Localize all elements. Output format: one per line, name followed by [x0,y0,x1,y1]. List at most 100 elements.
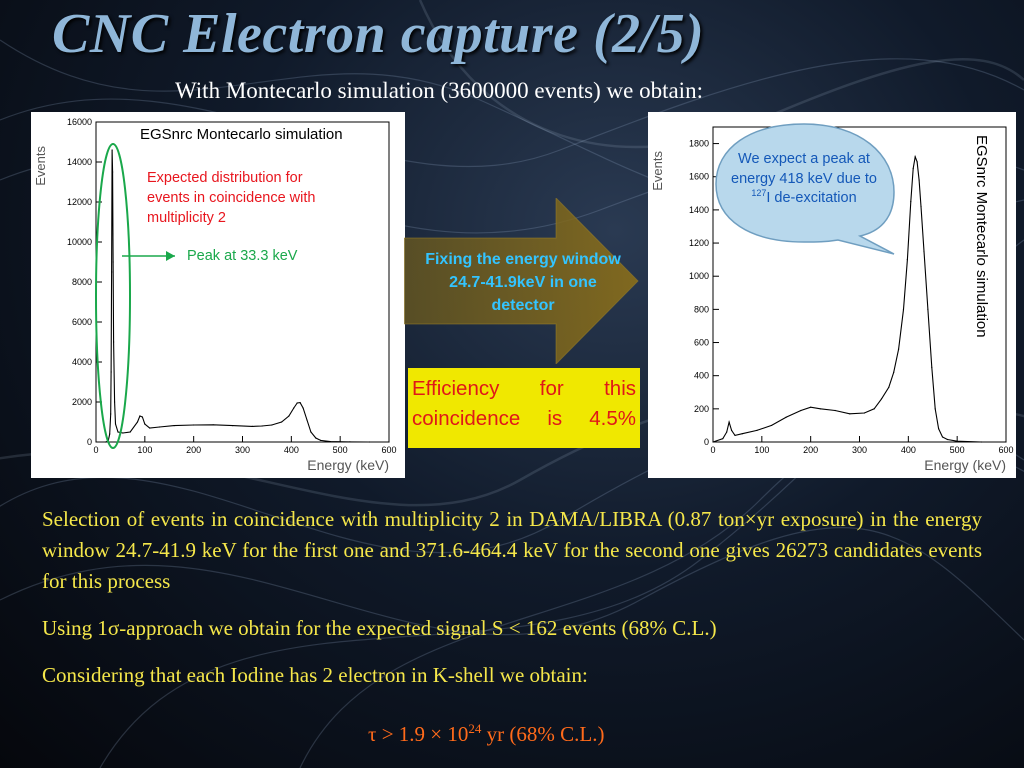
histogram-point [931,366,933,368]
histogram-point [173,425,175,427]
histogram-point [923,250,925,252]
histogram-point [329,441,331,443]
histogram-point [980,441,983,443]
histogram-point [112,341,115,343]
histogram-point [129,431,131,433]
x-tick-label: 400 [284,445,299,455]
histogram-point [941,436,944,438]
histogram-point [785,416,787,418]
histogram-point [880,398,883,400]
histogram-point [800,409,802,412]
histogram-point [139,415,141,417]
histogram-point [280,421,283,423]
x-tick-label: 600 [998,445,1013,455]
y-tick-label: 6000 [72,317,92,327]
paragraph-signal: Using 1σ-approach we obtain for the expe… [42,616,717,640]
histogram-point [315,437,317,439]
histogram-point [296,402,298,404]
histogram-point [368,441,371,443]
histogram-point [819,408,822,410]
x-tick-label: 0 [93,445,98,455]
histogram-point [734,434,736,436]
y-tick-label: 0 [87,437,92,447]
histogram-point [112,261,114,263]
histogram-point [810,406,812,408]
histogram-point [912,167,914,170]
histogram-point [288,415,290,417]
y-axis-label: Events [650,151,665,191]
histogram-point [141,416,143,418]
x-tick-label: 200 [186,445,201,455]
histogram-point [261,425,263,427]
histogram-point [111,149,113,151]
big-arrow [404,198,639,364]
callout-text: We expect a peak at energy 418 keV due t… [731,151,877,206]
histogram-point [114,423,117,425]
x-tick-label: 500 [333,445,348,455]
y-tick-label: 1200 [689,238,709,248]
histogram-point [946,438,948,441]
histogram-series-line [105,149,389,443]
energy-window-text: Fixing the energy window 24.7-41.9keV in… [425,251,621,314]
peak-highlight-ellipse [95,143,131,449]
efficiency-line-1: Efficiency for this [412,377,636,400]
x-tick-label: 600 [381,445,396,455]
efficiency-line-2: coincidence is 4.5% [412,407,636,430]
y-tick-label: 2000 [72,397,92,407]
histogram-point [902,308,905,310]
histogram-point [105,441,107,443]
y-tick-label: 10000 [67,237,92,247]
histogram-point [109,433,111,435]
histogram-point [914,156,916,158]
x-axis-label: Energy (keV) [924,457,1006,473]
y-tick-label: 600 [694,338,709,348]
histogram-point [271,424,273,426]
histogram-point [310,431,312,433]
lifetime-formula: τ > 1.9 × 1024 yr (68% C.L.) [368,721,605,746]
y-tick-label: 1400 [689,205,709,215]
slide-title: CNC Electron capture (2/5) [52,3,705,65]
histogram-point [1005,441,1007,443]
histogram-point [149,427,151,429]
histogram-point [938,428,940,430]
x-tick-label: 100 [754,445,769,455]
histogram-point [918,179,920,181]
slide-subtitle: With Montecarlo simulation (3600000 even… [175,78,703,103]
histogram-point [306,419,308,421]
histogram-point [111,271,113,273]
histogram-point [910,201,912,203]
efficiency-box: Efficiency for this coincidence is 4.5% [408,368,640,448]
y-tick-label: 4000 [72,357,92,367]
x-tick-label: 300 [852,445,867,455]
y-tick-label: 1800 [689,139,709,149]
histogram-point [756,429,758,431]
histogram-point [888,386,890,388]
histogram-point [136,421,139,423]
histogram-point [741,433,743,435]
histogram-point [771,424,773,427]
histogram-point [956,440,958,442]
histogram-point [320,439,322,441]
expected-distribution-note: Expected distribution for events in coin… [147,170,316,226]
histogram-point [897,348,900,350]
histogram-point [117,431,119,433]
left-sim-label: EGSnrc Montecarlo simulation [140,126,343,143]
histogram-point [144,423,146,425]
histogram-point [712,441,714,443]
y-tick-label: 1000 [689,271,709,281]
histogram-point [863,412,865,414]
x-tick-label: 200 [803,445,818,455]
histogram-point [110,371,112,373]
paragraph-selection: Selection of events in coincidence with … [42,507,982,593]
histogram-point [916,161,918,163]
y-tick-label: 400 [694,371,709,381]
histogram-point [834,409,836,412]
x-axis-label: Energy (keV) [307,457,389,473]
histogram-point [158,426,161,428]
histogram-point [193,424,195,426]
histogram-point [349,441,351,443]
histogram-point [110,413,112,415]
y-axis-label: Events [33,146,48,186]
y-tick-label: 12000 [67,197,92,207]
